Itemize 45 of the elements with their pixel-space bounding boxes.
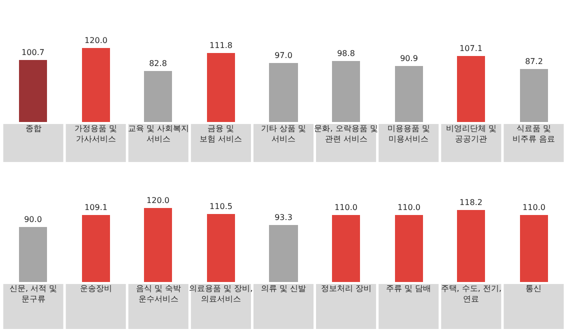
data-label: 109.1 (84, 203, 108, 212)
x-tick-label: 통신 (526, 284, 542, 293)
data-label: 90.0 (24, 215, 42, 224)
x-tick-label: 정보처리 장비 (320, 284, 372, 293)
bar (520, 215, 548, 282)
bar (457, 210, 485, 282)
data-label: 110.0 (522, 203, 546, 212)
data-label: 90.9 (400, 54, 418, 63)
x-tick-label: 기타 상품 및 서비스 (260, 124, 306, 144)
x-tick-label: 종합 (25, 124, 42, 133)
data-label: 82.8 (149, 59, 167, 68)
bar (207, 214, 235, 282)
data-label: 87.2 (525, 57, 543, 66)
data-label: 111.8 (210, 41, 232, 50)
x-tick-label: 교육 및 사회복지 서비스 (128, 124, 189, 144)
data-label: 97.0 (274, 51, 292, 60)
bar (269, 225, 298, 282)
x-tick-label: 의류 및 신발 (260, 284, 306, 293)
bar (332, 215, 360, 282)
x-tick-label: 신문, 서적 및 문구류 (9, 284, 58, 304)
x-tick-label: 문화, 오락용품 및 관련 서비스 (314, 124, 378, 144)
data-label: 110.0 (398, 203, 420, 212)
x-tick-label: 미용용품 및 미용서비스 (387, 124, 430, 144)
data-label: 107.1 (460, 44, 482, 53)
x-tick-label: 음식 및 숙박 운수서비스 (136, 284, 181, 304)
data-label: 100.7 (22, 48, 44, 57)
x-tick-label: 주류 및 담배 (386, 284, 432, 293)
bar (395, 215, 423, 282)
data-label: 120.0 (146, 196, 170, 205)
data-label: 98.8 (337, 49, 355, 58)
x-tick-label: 식료품 및 비주류 음료 (512, 124, 555, 144)
data-label: 110.0 (334, 203, 358, 212)
bar (19, 227, 47, 282)
x-tick-label: 의료용품 및 장비, 의료서비스 (189, 284, 253, 304)
data-label: 93.3 (274, 213, 292, 222)
x-tick-label: 비영리단체 및 공공기관 (446, 124, 496, 144)
data-label: 120.0 (84, 36, 108, 45)
data-label: 118.2 (460, 198, 482, 207)
x-tick-label: 주택, 수도, 전기, 연료 (440, 284, 502, 304)
x-tick-label: 운송장비 (80, 284, 112, 293)
bar (82, 215, 110, 282)
bar (144, 208, 172, 282)
x-tick-label: 금융 및 보험 서비스 (200, 124, 242, 144)
x-tick-label: 가정용품 및 가사서비스 (74, 124, 118, 144)
data-label: 110.5 (210, 202, 232, 211)
